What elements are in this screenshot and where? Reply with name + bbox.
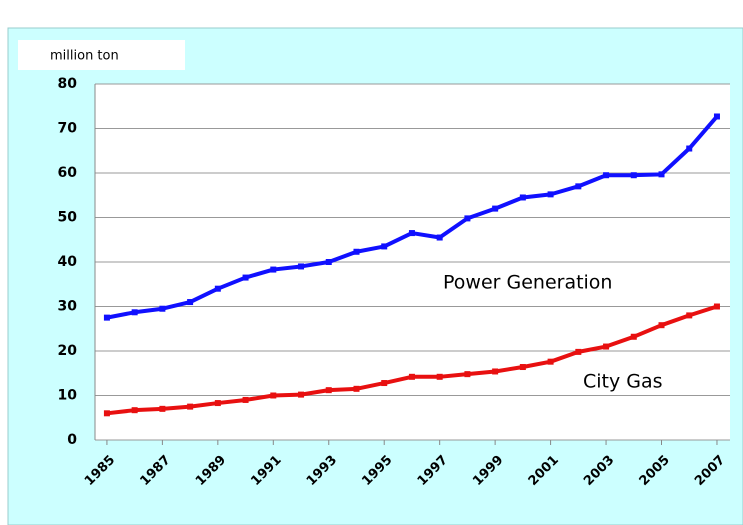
series-label: City Gas — [583, 371, 663, 393]
point-marker — [298, 391, 305, 398]
point-marker — [547, 358, 554, 365]
point-marker — [464, 371, 471, 378]
point-marker — [492, 205, 499, 212]
y-tick-label: 60 — [58, 165, 78, 181]
point-marker — [325, 387, 332, 394]
y-tick-label: 30 — [58, 299, 78, 315]
point-marker — [575, 348, 582, 355]
point-marker — [325, 259, 332, 265]
unit-box — [18, 40, 185, 70]
point-marker — [159, 405, 166, 412]
point-marker — [408, 373, 415, 380]
point-marker — [603, 343, 610, 350]
point-marker — [298, 263, 305, 270]
point-marker — [436, 373, 443, 380]
point-marker — [575, 183, 582, 190]
point-marker — [214, 285, 221, 292]
y-tick-label: 10 — [58, 388, 78, 404]
point-marker — [630, 333, 637, 340]
y-tick-label: 70 — [58, 121, 78, 137]
point-marker — [492, 368, 499, 375]
y-tick-label: 40 — [58, 254, 78, 270]
series-label: Power Generation — [443, 272, 612, 294]
point-marker — [686, 145, 693, 152]
point-marker — [630, 172, 637, 179]
point-marker — [242, 274, 249, 281]
point-marker — [713, 113, 720, 120]
y-tick-label: 50 — [58, 210, 78, 226]
point-marker — [519, 194, 526, 201]
point-marker — [131, 309, 138, 316]
point-marker — [436, 234, 443, 241]
point-marker — [159, 305, 166, 312]
point-marker — [353, 248, 360, 255]
point-marker — [603, 172, 610, 179]
point-marker — [214, 400, 221, 407]
point-marker — [658, 322, 665, 329]
point-marker — [408, 230, 415, 237]
point-marker — [242, 396, 249, 403]
point-marker — [381, 243, 388, 250]
y-axis-label: million ton — [50, 49, 119, 64]
point-marker — [103, 314, 110, 321]
point-marker — [464, 215, 471, 222]
point-marker — [686, 312, 693, 319]
point-marker — [270, 392, 277, 399]
point-marker — [381, 380, 388, 387]
point-marker — [187, 403, 194, 410]
y-tick-label: 0 — [67, 432, 77, 448]
point-marker — [658, 171, 665, 178]
y-tick-label: 20 — [58, 343, 78, 359]
y-tick-label: 80 — [58, 76, 78, 92]
point-marker — [270, 266, 277, 273]
point-marker — [103, 410, 110, 417]
point-marker — [713, 303, 720, 310]
point-marker — [353, 385, 360, 392]
point-marker — [519, 364, 526, 371]
point-marker — [187, 299, 194, 306]
point-marker — [131, 407, 138, 414]
point-marker — [547, 191, 554, 198]
